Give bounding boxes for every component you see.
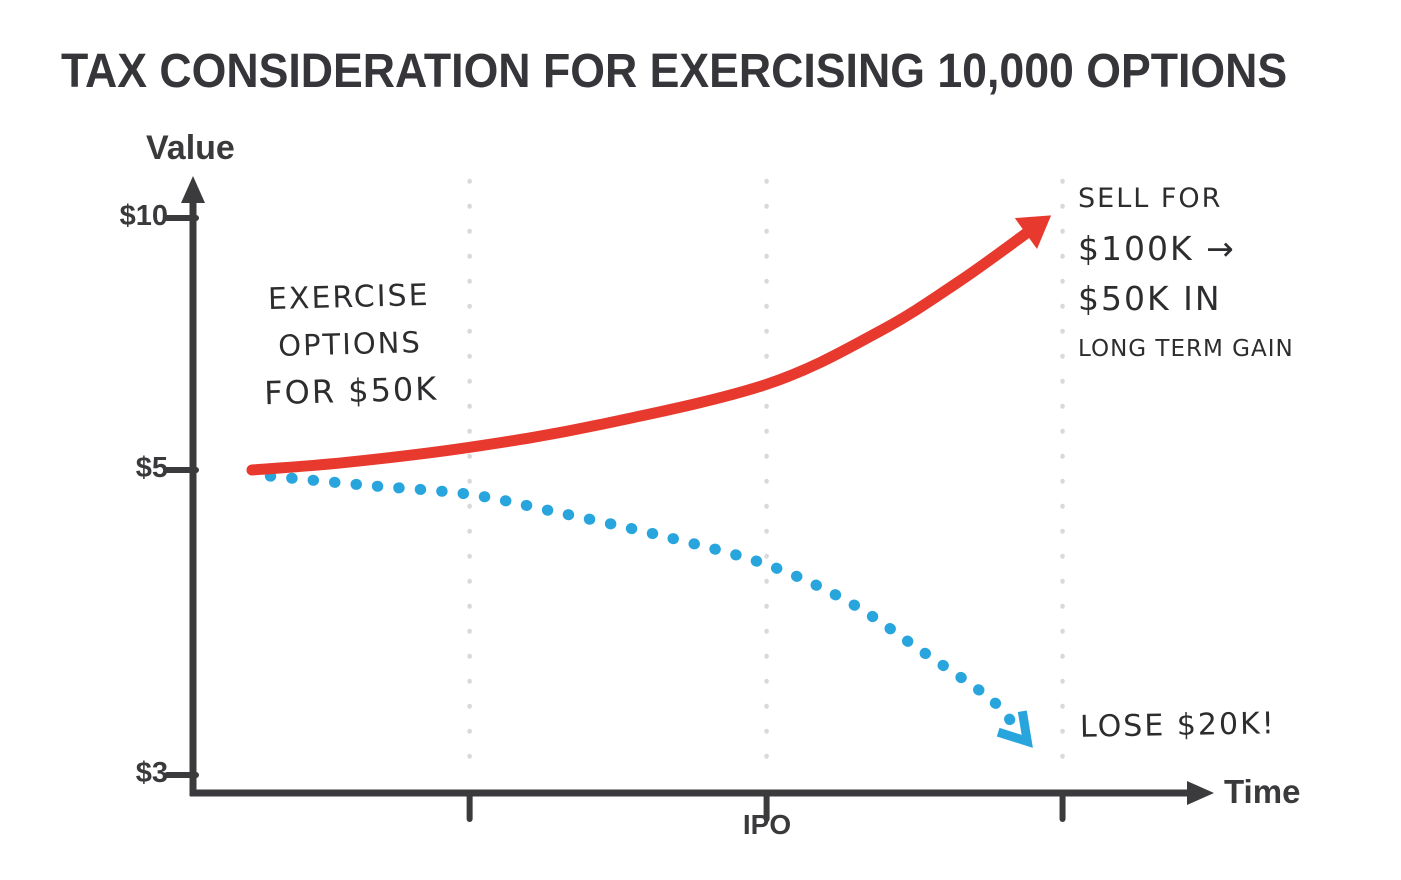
y-tick-label-10: $10: [119, 200, 168, 232]
x-axis-label: Time: [1224, 773, 1301, 810]
annotation-exercise-options: EXERCISE OPTIONS FOR $50K: [230, 271, 470, 418]
chart-title: TAX CONSIDERATION FOR EXERCISING 10,000 …: [61, 45, 1288, 98]
rising-share-value-line: [246, 225, 1036, 476]
annotation-line: FOR $50K: [263, 369, 439, 413]
annotation-line: SELL FOR: [1078, 183, 1223, 214]
y-tick-label-5: $5: [135, 452, 168, 484]
rising-share-value-arrowhead: [1014, 215, 1052, 249]
annotation-line: EXERCISE: [267, 277, 430, 318]
annotation-lose-20k: LOSE $20K!: [1080, 700, 1277, 751]
annotation-line: OPTIONS: [277, 325, 423, 363]
annotation-sell-long-term-gain: SELL FOR $100K → $50K IN LONG TERM GAIN: [1078, 174, 1398, 374]
declining-share-value-line: [264, 470, 1023, 735]
x-tick-label-ipo: IPO: [742, 809, 792, 840]
annotation-line: $50K IN: [1078, 279, 1222, 318]
y-tick-label-3: $3: [135, 757, 168, 789]
annotation-line: LONG TERM GAIN: [1078, 336, 1294, 362]
annotation-line: LOSE $20K!: [1079, 706, 1277, 745]
declining-share-value-arrowhead: [996, 710, 1033, 748]
x-axis-arrowhead: [1187, 781, 1214, 805]
y-axis-arrowhead: [181, 176, 205, 203]
y-axis-label: Value: [146, 129, 235, 167]
annotation-line: $100K →: [1078, 229, 1236, 268]
